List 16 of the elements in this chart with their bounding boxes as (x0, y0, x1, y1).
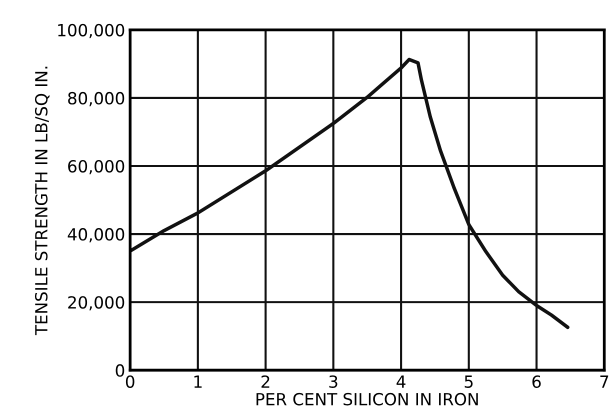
y-axis-title: TENSILE STRENGTH IN LB/SQ IN. (34, 66, 50, 336)
x-tick-label: 7 (600, 376, 608, 388)
x-tick-label: 4 (396, 376, 406, 388)
x-tick-label: 0 (126, 375, 134, 388)
y-tick-label: 20,000 (68, 296, 124, 310)
y-tick-label: 60,000 (68, 160, 124, 174)
x-tick-label: 3 (329, 375, 338, 388)
x-axis-title: PER CENT SILICON IN IRON (256, 392, 478, 406)
y-tick-label: 80,000 (68, 92, 124, 106)
x-tick-label: 5 (464, 376, 473, 388)
y-tick-label: 0 (116, 364, 124, 377)
x-tick-label: 1 (194, 376, 202, 388)
y-tick-label: 100,000 (58, 24, 124, 38)
x-tick-label: 6 (532, 375, 541, 388)
x-tick-label: 2 (262, 375, 270, 388)
y-tick-label: 40,000 (68, 228, 124, 242)
